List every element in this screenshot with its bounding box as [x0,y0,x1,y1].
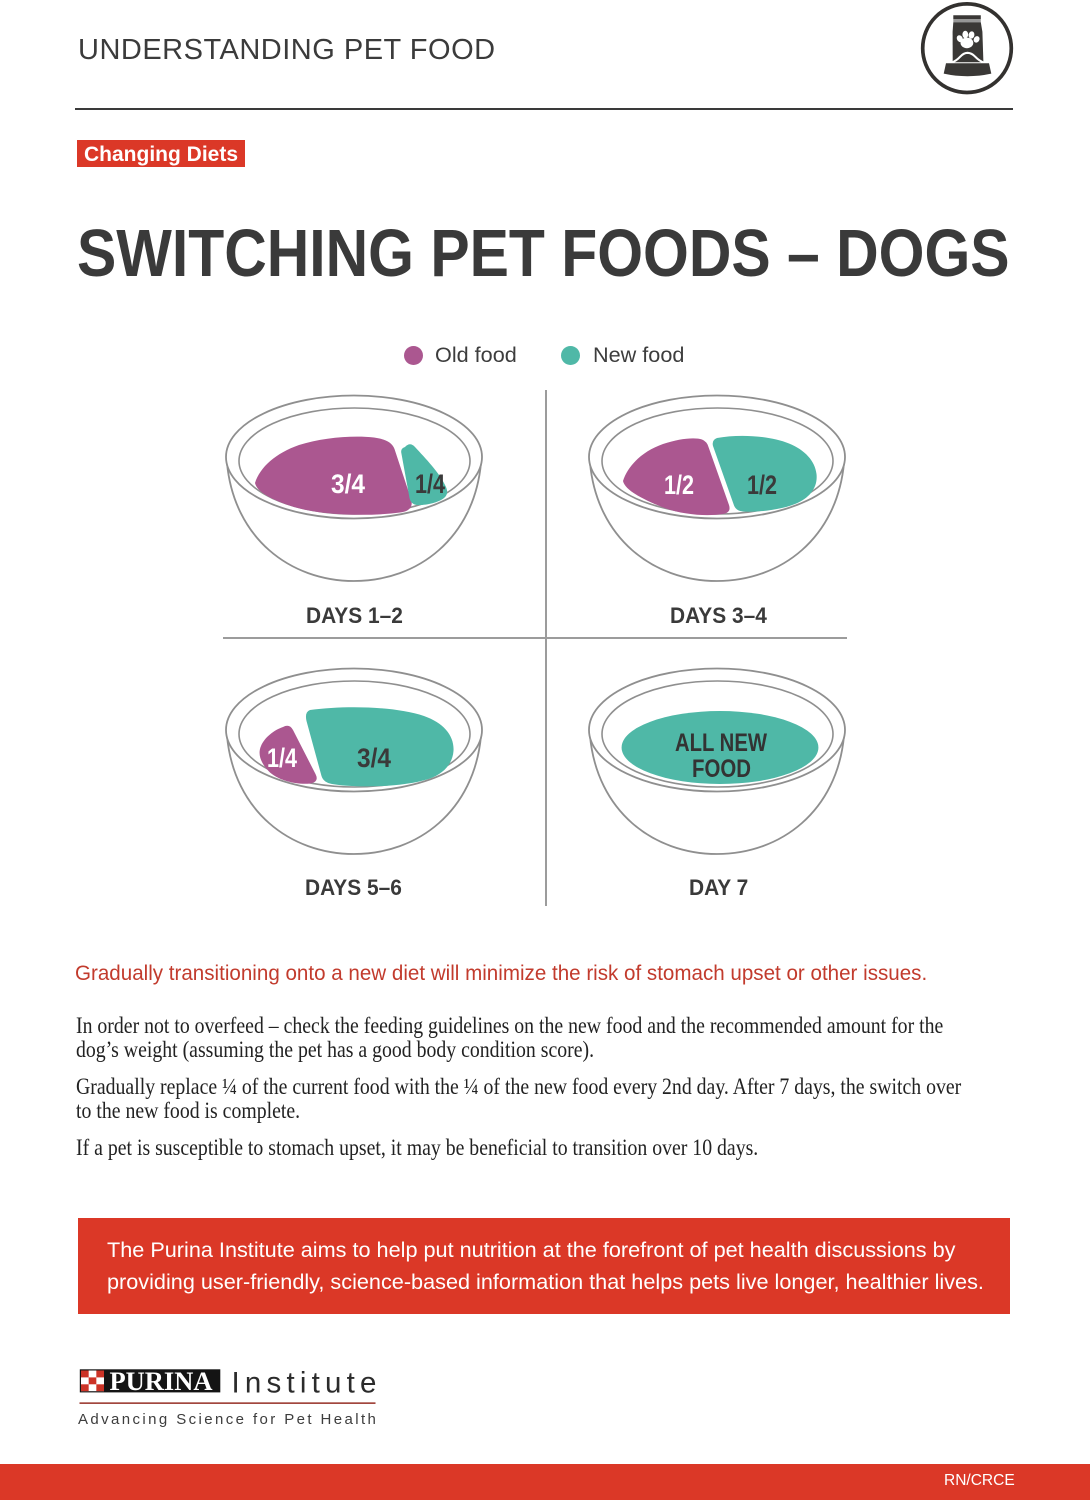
svg-text:1/4: 1/4 [415,469,445,499]
svg-text:1/2: 1/2 [747,470,777,500]
svg-text:1/2: 1/2 [664,470,694,500]
svg-text:Advancing Science for Pet Heal: Advancing Science for Pet Health [78,1411,378,1428]
svg-text:1/4: 1/4 [267,743,297,773]
svg-text:Institute: Institute [232,1367,382,1400]
svg-text:ALL NEW: ALL NEW [675,729,767,757]
svg-text:3/4: 3/4 [331,469,365,499]
svg-text:PURINA: PURINA [110,1367,213,1396]
svg-text:FOOD: FOOD [692,755,751,783]
svg-text:3/4: 3/4 [357,743,391,773]
